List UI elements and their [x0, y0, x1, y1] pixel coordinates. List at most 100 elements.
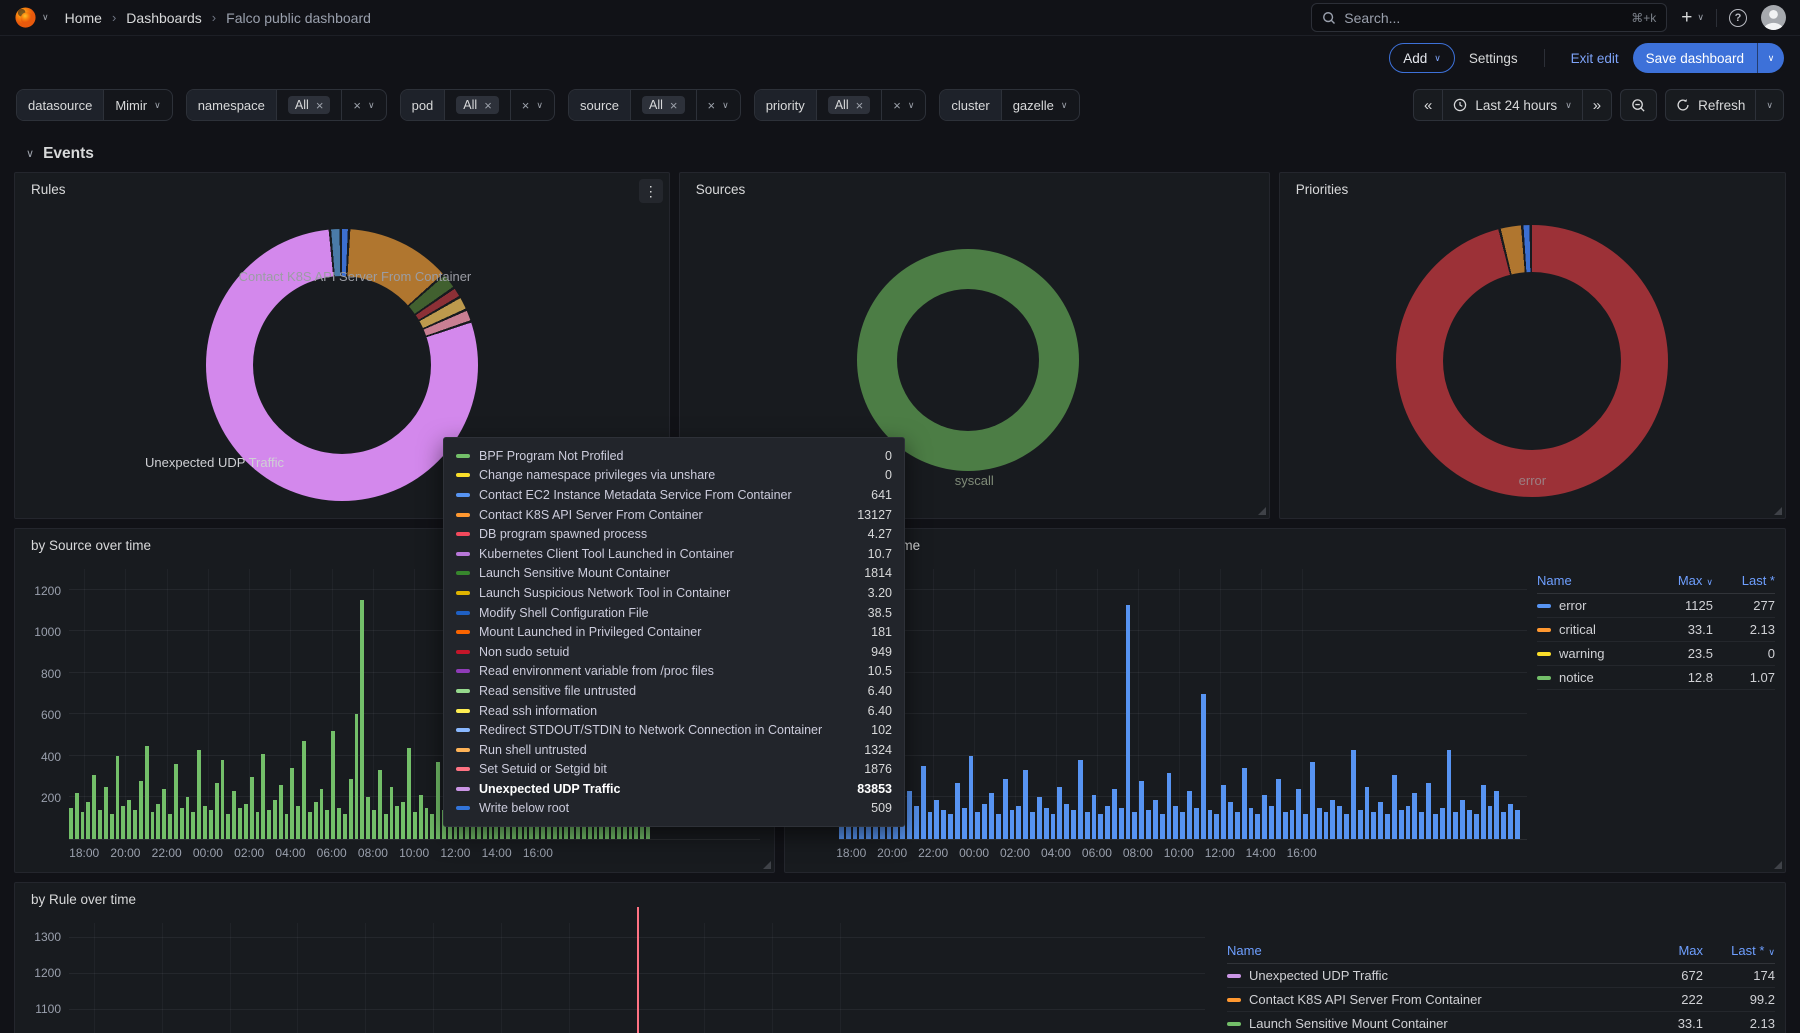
row-title[interactable]: Events	[43, 145, 94, 162]
legend-header-last[interactable]: Last * ∨	[1731, 943, 1775, 958]
variable-controls[interactable]: × ∨	[509, 90, 554, 120]
new-button[interactable]: + ∨	[1681, 8, 1704, 27]
legend-header-name[interactable]: Name	[1537, 573, 1572, 588]
legend-max-value: 1125	[1685, 598, 1713, 613]
tooltip-series-name: Mount Launched in Privileged Container	[479, 625, 702, 640]
refresh-interval-caret[interactable]: ∨	[1756, 89, 1784, 121]
series-color-dash	[1537, 627, 1551, 632]
by-rule-time-chart[interactable]: 1300 1200 1100	[25, 883, 1205, 1033]
save-dashboard-button[interactable]: Save dashboard	[1632, 43, 1757, 73]
rules-donut-chart[interactable]	[205, 229, 478, 501]
clear-icon[interactable]: ×	[707, 97, 716, 113]
variable-value-chip[interactable]: All ×	[827, 96, 871, 114]
x-axis-tick: 14:00	[481, 846, 512, 860]
chip-remove-icon[interactable]: ×	[484, 97, 492, 113]
exit-edit-button[interactable]: Exit edit	[1570, 50, 1619, 66]
breadcrumb-item[interactable]: Dashboards	[126, 9, 202, 26]
legend-header-last[interactable]: Last *	[1741, 573, 1775, 588]
legend-header-max[interactable]: Max ∨	[1677, 573, 1713, 588]
panel-resize-handle[interactable]	[1774, 507, 1782, 515]
variable-value-chip[interactable]: All ×	[642, 96, 685, 114]
breadcrumb-item[interactable]: Falco public dashboard	[226, 9, 371, 26]
panel-resize-handle[interactable]	[762, 861, 771, 869]
grafana-logo[interactable]	[14, 6, 37, 29]
bar	[214, 782, 219, 839]
settings-button[interactable]: Settings	[1468, 50, 1518, 66]
bar	[325, 809, 330, 839]
legend-series-name[interactable]: notice	[1537, 670, 1651, 685]
variable-value-select[interactable]: All ×	[275, 90, 342, 120]
panel-resize-handle[interactable]	[1257, 507, 1266, 515]
help-button[interactable]: ?	[1729, 8, 1747, 27]
bar	[1296, 789, 1302, 839]
priorities-donut-chart[interactable]	[1396, 225, 1669, 497]
bar	[1207, 809, 1213, 839]
gridline	[69, 671, 760, 673]
refresh-button[interactable]: Refresh	[1665, 89, 1757, 121]
legend-header-name[interactable]: Name	[1227, 943, 1262, 958]
gridline-vertical	[974, 569, 976, 839]
legend-series-name[interactable]: warning	[1537, 646, 1651, 661]
panel-title[interactable]: Sources	[695, 182, 746, 197]
bar	[1432, 814, 1438, 839]
variable-controls[interactable]: × ∨	[881, 90, 925, 120]
legend-series-name[interactable]: error	[1537, 598, 1651, 613]
chip-remove-icon[interactable]: ×	[855, 97, 864, 113]
variable-controls[interactable]: × ∨	[695, 90, 740, 120]
sources-donut-chart[interactable]	[857, 249, 1080, 471]
bar	[1057, 787, 1063, 839]
by-priority-time-chart[interactable]: 2004006008001000120018:0020:0022:0000:00…	[795, 559, 1531, 864]
tooltip-row: Contact K8S API Server From Container 131…	[456, 505, 892, 525]
save-dashboard-caret[interactable]: ∨	[1757, 43, 1784, 73]
collapse-chevron-icon[interactable]: ∨	[26, 147, 35, 160]
time-forward-button[interactable]: »	[1582, 89, 1613, 121]
time-back-button[interactable]: «	[1413, 89, 1444, 121]
panel-menu-kebab-icon[interactable]: ⋮	[638, 179, 663, 203]
panel-title[interactable]: by Source over time	[31, 538, 152, 553]
legend-series-name[interactable]: critical	[1537, 622, 1651, 637]
legend-header-max[interactable]: Max	[1678, 943, 1703, 958]
panel-title[interactable]: Priorities	[1295, 182, 1349, 197]
legend-header: Name Max ∨ Last *	[1537, 569, 1775, 594]
variable-value-select[interactable]: All ×	[444, 90, 510, 120]
gridline-vertical	[933, 569, 935, 839]
bar	[144, 745, 149, 839]
bar	[1385, 814, 1390, 839]
variable-value-select[interactable]: gazelle ∨	[1000, 90, 1079, 120]
panel-title[interactable]: Rules	[31, 182, 66, 197]
bar	[1084, 812, 1090, 839]
variable-value-chip[interactable]: All ×	[287, 96, 331, 114]
variable-controls[interactable]: × ∨	[341, 90, 385, 120]
clear-icon[interactable]: ×	[893, 97, 901, 113]
legend-series-name[interactable]: Unexpected UDP Traffic	[1227, 968, 1631, 983]
chip-remove-icon[interactable]: ×	[669, 97, 678, 113]
legend-series-name[interactable]: Contact K8S API Server From Container	[1227, 992, 1631, 1007]
gridline-vertical	[1178, 569, 1180, 839]
clear-icon[interactable]: ×	[521, 97, 530, 113]
sort-chevron-icon: ∨	[1768, 947, 1775, 957]
zoom-out-button[interactable]	[1620, 89, 1658, 121]
variable-value-select[interactable]: All ×	[815, 90, 882, 120]
chart-plot-area[interactable]	[69, 883, 1205, 1033]
variable-value-select[interactable]: All ×	[630, 90, 696, 120]
time-range-button[interactable]: Last 24 hours ∨	[1443, 89, 1583, 121]
breadcrumb-item[interactable]: Home	[64, 9, 102, 26]
variable-value-chip[interactable]: All ×	[456, 96, 499, 114]
clear-icon[interactable]: ×	[353, 97, 361, 113]
tooltip-row: Change namespace privileges via unshare 0	[456, 466, 892, 486]
panel-resize-handle[interactable]	[1774, 861, 1782, 869]
search-input[interactable]: Search... ⌘+k	[1311, 3, 1668, 32]
bar	[1371, 812, 1377, 839]
chart-plot-area[interactable]: 18:00 20:00 22:00 00:00 02:00 04:00 06:00 08:00…	[836, 569, 1527, 860]
variable-value-select[interactable]: Mimir ∨	[103, 90, 171, 120]
y-axis-tick: 200	[40, 791, 61, 806]
panel-title[interactable]: by Rule over time	[31, 892, 137, 907]
bar	[185, 797, 190, 839]
bar	[109, 814, 114, 839]
legend-series-name[interactable]: Launch Sensitive Mount Container	[1227, 1016, 1631, 1031]
add-button[interactable]: Add ∨	[1389, 43, 1455, 73]
chip-remove-icon[interactable]: ×	[315, 97, 324, 113]
variable-label: source	[568, 90, 631, 120]
logo-chevron-down-icon[interactable]: ∨	[42, 12, 49, 22]
avatar[interactable]	[1761, 5, 1786, 30]
